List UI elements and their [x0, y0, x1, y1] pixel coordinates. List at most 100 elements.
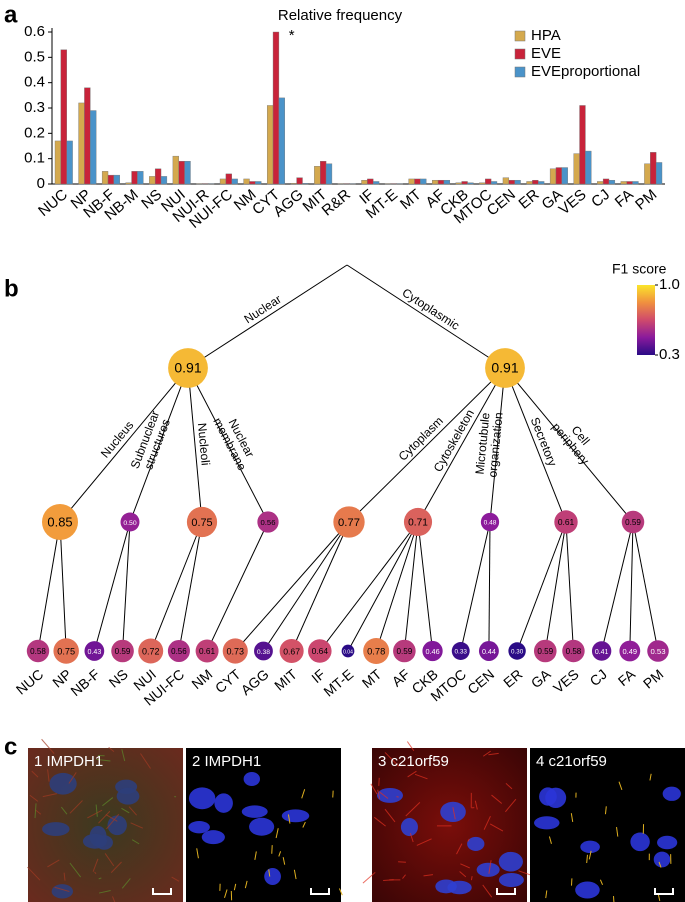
nucleus [51, 884, 73, 899]
bar [461, 181, 468, 185]
bar [479, 182, 486, 185]
tree-edge [504, 367, 634, 523]
filament [94, 871, 97, 875]
tree-node [279, 638, 304, 664]
node-score: 0.77 [338, 517, 360, 529]
filament [98, 890, 111, 894]
cilium [244, 880, 248, 889]
edge-label: Nuclear [242, 292, 284, 326]
nucleus [545, 787, 567, 808]
filament [398, 861, 406, 863]
tree-edge [348, 367, 506, 523]
filament [96, 758, 111, 762]
tree-node [422, 640, 443, 662]
cilium [657, 894, 661, 901]
filament [47, 859, 60, 868]
bar [101, 171, 109, 185]
filament [54, 886, 70, 892]
bar [585, 150, 592, 185]
bar [549, 168, 557, 185]
legend-label: HPA [531, 27, 561, 44]
bar [367, 178, 374, 185]
bar [314, 166, 321, 185]
tree-edge [93, 521, 131, 652]
filament [131, 839, 140, 845]
cilium [302, 821, 306, 828]
cilium [254, 851, 257, 860]
edge-label: Nuclearmembrane [210, 409, 261, 473]
filament [130, 822, 144, 829]
tree-node [333, 506, 365, 538]
tree-node [111, 639, 134, 663]
nucleus [116, 787, 140, 805]
bar [278, 97, 285, 185]
filament [69, 862, 82, 878]
filament [95, 804, 98, 817]
filament [42, 793, 57, 798]
tree-edge [234, 521, 350, 652]
tree-edge [544, 521, 567, 652]
nucleus [214, 793, 233, 813]
nucleus [400, 818, 418, 837]
filament [128, 806, 138, 816]
bar [502, 177, 510, 185]
bar [526, 181, 533, 185]
filament [34, 803, 37, 819]
tree-node [621, 510, 645, 534]
filament [373, 816, 386, 827]
filament [488, 860, 492, 874]
tree-edge [150, 521, 203, 652]
nucleus [476, 862, 500, 877]
filament [491, 794, 503, 804]
node-score: 0.53 [650, 647, 665, 656]
nucleus [249, 817, 275, 836]
tree-edge [206, 521, 269, 652]
nucleus [201, 830, 225, 845]
y-tick-label: 0.1 [24, 150, 45, 167]
node-score: 0.50 [123, 520, 136, 527]
bar [172, 155, 179, 185]
bar [78, 102, 85, 185]
legend-swatch [514, 30, 526, 42]
leaf-label: FA [615, 665, 639, 689]
filament [112, 896, 116, 902]
bar [325, 163, 333, 185]
tree-node [591, 641, 612, 661]
bar [384, 183, 392, 185]
filament [452, 807, 456, 820]
cilium [268, 869, 271, 877]
filament [460, 863, 470, 869]
bar [272, 31, 280, 185]
filament [87, 809, 103, 819]
node-score: 0.43 [87, 648, 101, 656]
node-score: 0.71 [408, 518, 428, 529]
colorbar-tick-label: 1.0 [659, 276, 680, 293]
bar [561, 167, 568, 185]
legend-label: EVE [531, 45, 561, 62]
tree-edge [565, 521, 574, 652]
tree-node [619, 640, 641, 662]
tree-node [533, 639, 557, 663]
bar [508, 179, 515, 185]
leaf-label: CYT [212, 666, 244, 697]
filament [414, 773, 428, 780]
leaf-label: AGG [238, 666, 272, 698]
bar [420, 178, 427, 185]
tree-edge [263, 521, 350, 652]
tree-node [451, 642, 470, 660]
bar [231, 178, 238, 185]
tree-edge [375, 521, 419, 652]
tree-edge [59, 367, 189, 523]
bar [396, 183, 403, 185]
node-score: 0.61 [199, 647, 215, 656]
nucleus [188, 787, 216, 810]
tree-node [308, 639, 332, 663]
tree-node [41, 503, 79, 541]
x-tick-label: R&R [319, 186, 354, 219]
x-tick-label: VES [556, 186, 590, 218]
tree-edge [37, 521, 61, 652]
nucleus [42, 822, 70, 837]
nucleus [264, 867, 281, 886]
filament [47, 769, 50, 782]
